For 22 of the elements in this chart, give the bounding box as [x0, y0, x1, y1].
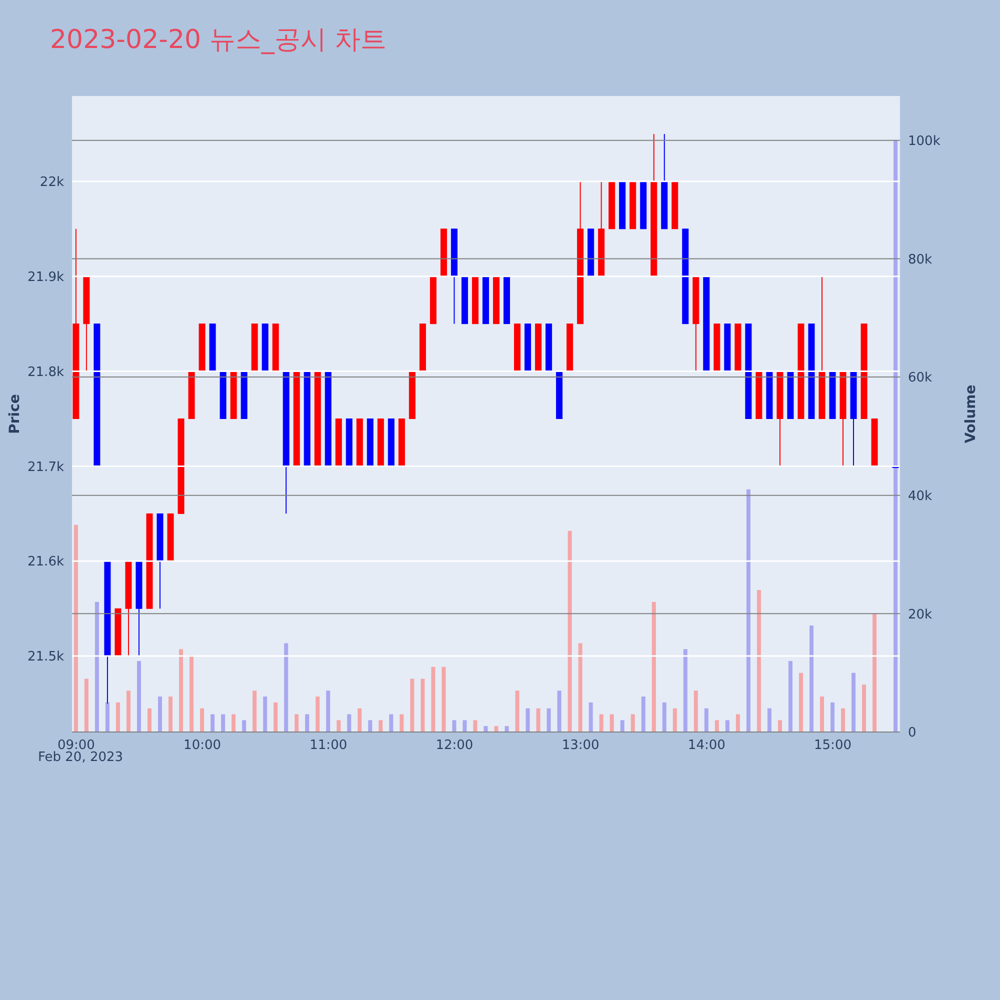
- y-tick-label: 21.5k: [28, 650, 64, 665]
- y2-tick-label: 40k: [908, 488, 933, 504]
- y-tick-label: 21.9k: [28, 270, 64, 285]
- x-tick-label: 11:00: [310, 738, 348, 754]
- x-tick-label: 13:00: [562, 738, 600, 754]
- y2-axis-title: Volume: [962, 384, 979, 444]
- x-tick-label: 10:00: [184, 738, 222, 754]
- y-tick-label: 21.6k: [28, 554, 64, 570]
- chart-title: 2023-02-20 뉴스_공시 차트: [50, 24, 387, 57]
- x-tick-label: 14:00: [688, 738, 726, 754]
- y2-tick-label: 0: [908, 726, 916, 741]
- x-tick-label: 12:00: [436, 738, 474, 754]
- y-tick-label: 22k: [40, 175, 64, 190]
- y-axis-title: Price: [6, 394, 23, 434]
- y-tick-label: 21.7k: [28, 460, 64, 475]
- y2-tick-label: 60k: [908, 370, 933, 386]
- y2-tick-label: 80k: [908, 252, 933, 268]
- x-tick-label: 15:00: [814, 738, 852, 754]
- y-tick-label: 21.8k: [28, 364, 64, 380]
- y2-tick-label: 20k: [908, 607, 933, 622]
- y2-tick-label: 100k: [908, 134, 941, 149]
- text: Feb 20, 2023: [38, 750, 124, 765]
